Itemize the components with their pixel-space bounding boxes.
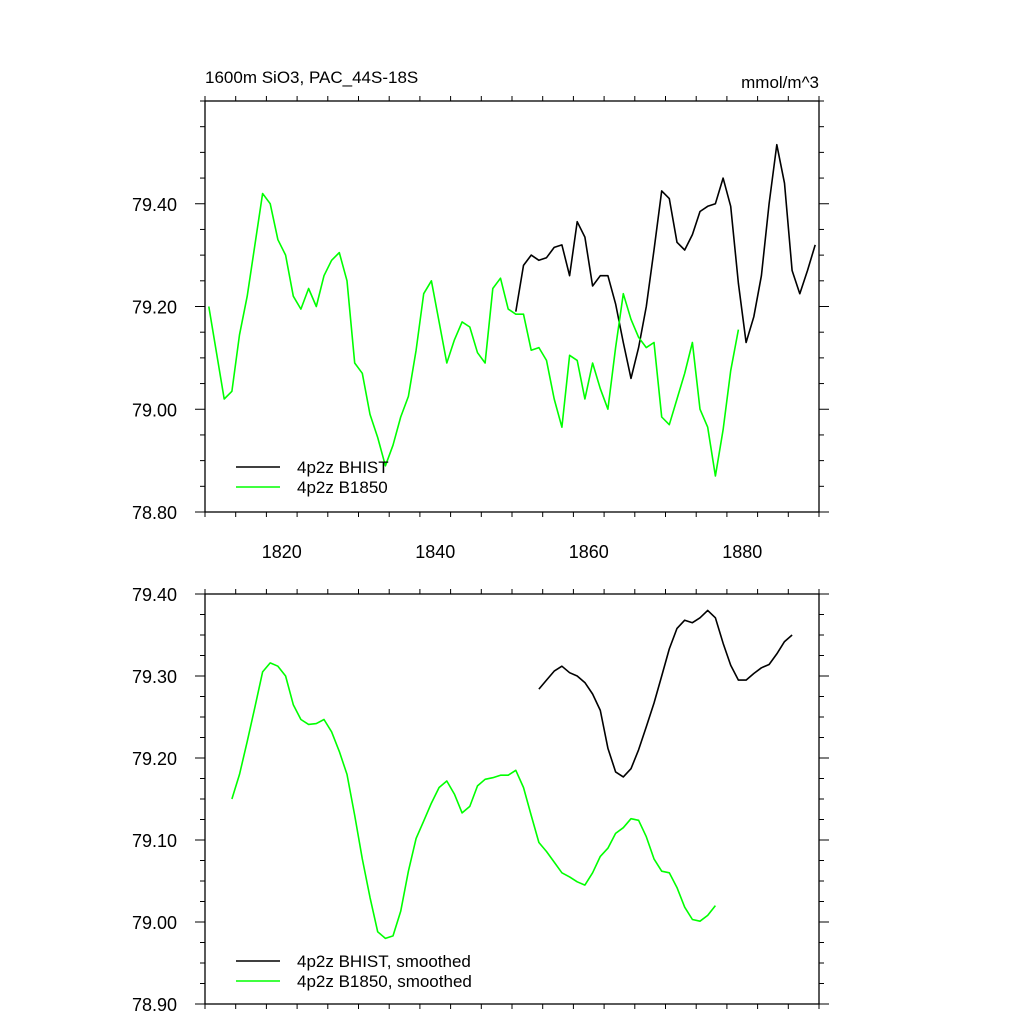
bottom-y-tick-label: 79.10 xyxy=(132,831,177,851)
top-y-tick-label: 79.20 xyxy=(132,298,177,318)
bottom-y-tick-label: 79.30 xyxy=(132,667,177,687)
top-series-line-b1850 xyxy=(208,192,740,477)
bottom-legend-label: 4p2z BHIST, smoothed xyxy=(297,952,471,971)
top-legend-label: 4p2z BHIST xyxy=(297,458,389,477)
top-x-tick-label: 1840 xyxy=(415,542,455,562)
bottom-series-line-bhist xyxy=(538,609,793,778)
units-label: mmol/m^3 xyxy=(741,73,819,92)
chart-title: 1600m SiO3, PAC_44S-18S xyxy=(205,68,418,87)
bottom-y-tick-label: 79.00 xyxy=(132,913,177,933)
top-y-tick-label: 79.40 xyxy=(132,195,177,215)
top-plot-frame xyxy=(204,100,820,513)
bottom-y-tick-label: 79.40 xyxy=(132,585,177,605)
top-legend-label: 4p2z B1850 xyxy=(297,478,388,497)
top-series-line-bhist xyxy=(515,143,816,380)
top-y-tick-label: 79.00 xyxy=(132,400,177,420)
top-x-tick-label: 1880 xyxy=(722,542,762,562)
bottom-y-tick-label: 78.90 xyxy=(132,995,177,1015)
top-x-tick-label: 1820 xyxy=(262,542,302,562)
bottom-y-tick-label: 79.20 xyxy=(132,749,177,769)
bottom-panel: 78.90 79.00 79.10 79.20 79.30 79.40 4p2z BHIST… xyxy=(132,585,829,1015)
bottom-legend-label: 4p2z B1850, smoothed xyxy=(297,972,472,991)
bottom-series-line-b1850 xyxy=(231,662,717,940)
top-panel: 1820 1840 1860 1880 78.80 79.00 79.20 79.40 1600… xyxy=(132,68,829,562)
top-x-tick-label: 1860 xyxy=(569,542,609,562)
top-y-tick-label: 78.80 xyxy=(132,503,177,523)
